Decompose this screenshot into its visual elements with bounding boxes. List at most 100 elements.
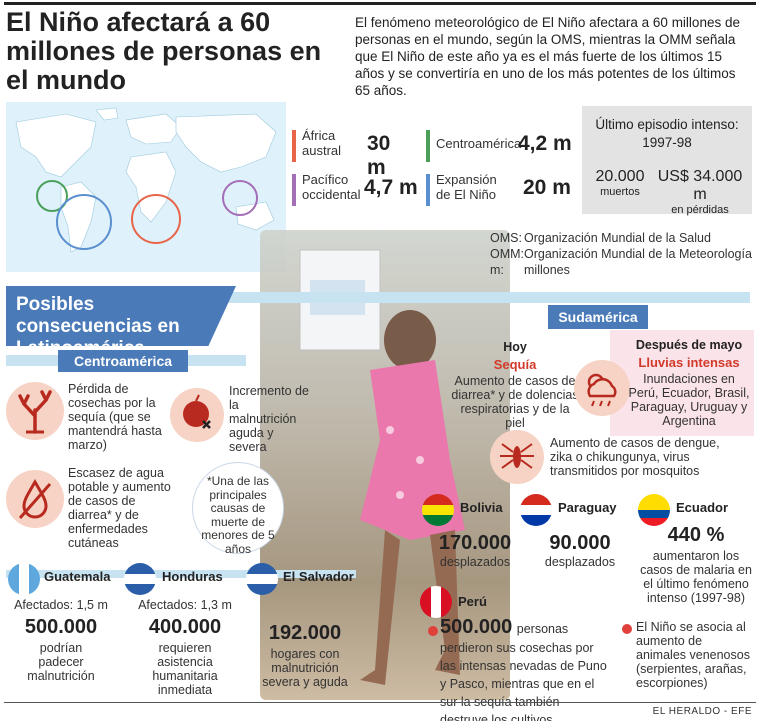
region-value: 20 m xyxy=(523,176,571,199)
malnutrition-apple-icon xyxy=(170,388,224,442)
sa-after-may-label: Después de mayo xyxy=(635,338,743,352)
last-episode-heading: Último episodio intenso: 1997-98 xyxy=(595,117,739,150)
country-name-ecuador: Ecuador xyxy=(676,500,729,515)
region-label: África austral xyxy=(302,128,342,158)
country-name-guatemala: Guatemala xyxy=(44,569,111,584)
region-stat-africa: África austral 30 m xyxy=(292,128,412,179)
ca-item-malnutrition: Incremento de la malnutrición aguda y se… xyxy=(229,384,309,454)
country-value: 500.000 xyxy=(24,616,98,638)
region-label: Centroamérica xyxy=(436,136,522,151)
country-stat-peru: 500.000 personas perdieron sus cosechas … xyxy=(440,616,610,721)
centroamerica-header: Centroamérica xyxy=(58,350,188,372)
region-label: Pacífico occidental xyxy=(302,172,361,202)
country-value: 192.000 xyxy=(268,622,342,644)
country-stat-bolivia: 170.000 desplazados xyxy=(430,532,520,569)
losses-value: US$ 34.000 m xyxy=(657,168,743,203)
country-desc: aumentaron los casos de malaria en el úl… xyxy=(640,549,752,605)
definition-abbr: OMS: xyxy=(490,231,522,245)
country-value: 90.000 xyxy=(549,532,611,554)
animals-bullet xyxy=(622,624,632,634)
bottom-rule xyxy=(4,702,756,703)
region-color-bar xyxy=(426,174,430,206)
country-desc: personas perdieron sus cosechas por las … xyxy=(440,622,607,721)
page-title: El Niño afectará a 60 millones de person… xyxy=(6,7,322,95)
mosquito-icon xyxy=(490,430,544,484)
country-desc: desplazados xyxy=(544,555,616,569)
section-band xyxy=(6,292,750,303)
ca-country-band xyxy=(6,570,356,578)
country-desc: desplazados xyxy=(439,555,511,569)
animals-note: El Niño se asocia al aumento de animales… xyxy=(636,620,750,690)
deaths-label: muertos xyxy=(600,186,640,198)
region-color-bar xyxy=(426,130,430,162)
region-circle-pacifico xyxy=(222,180,258,216)
top-rule xyxy=(4,2,756,5)
rain-cloud-icon xyxy=(574,360,630,416)
photo-girl-carrying-bucket xyxy=(260,230,510,700)
no-water-drop-icon xyxy=(6,470,64,528)
section-title: Posibles consecuencias en Latinoamérica xyxy=(6,286,236,346)
intro-text: El fenómeno meteorológico de El Niño afe… xyxy=(355,15,740,98)
guatemala-flag-icon xyxy=(8,563,40,595)
country-desc: podrían padecer malnutrición xyxy=(27,641,95,683)
country-value: 170.000 xyxy=(438,532,512,554)
country-name-paraguay: Paraguay xyxy=(558,500,617,515)
definition-row: m: millones xyxy=(490,262,752,278)
sa-after-may-title: Lluvias intensas xyxy=(638,355,740,370)
definition-abbr: OMM: xyxy=(490,247,525,261)
peru-flag-icon xyxy=(420,586,452,618)
country-value: 440 % xyxy=(667,524,725,546)
sa-today-block: Hoy Sequía Aumento de casos de diarrea* … xyxy=(450,340,580,430)
country-stat-honduras: Afectados: 1,3 m 400.000 requieren asist… xyxy=(120,598,250,697)
sa-today-title: Sequía xyxy=(493,357,537,372)
drought-tree-icon xyxy=(6,382,64,440)
ca-item-water: Escasez de agua potable y aumento de cas… xyxy=(68,466,171,550)
honduras-flag-icon xyxy=(124,563,156,595)
sa-dengue-text: Aumento de casos de dengue, zika o chiku… xyxy=(550,436,720,478)
sa-today-label: Hoy xyxy=(503,340,527,354)
country-desc: requieren asistencia humanitaria inmedia… xyxy=(152,641,218,697)
region-color-bar xyxy=(292,174,296,206)
sa-today-text: Aumento de casos de diarrea* y de dolenc… xyxy=(451,374,579,430)
abbreviations: OMS: Organización Mundial de la Salud OMM… xyxy=(490,230,752,278)
bolivia-flag-icon xyxy=(422,494,454,526)
region-label: Expansión de El Niño xyxy=(436,172,497,202)
ecuador-flag-icon xyxy=(638,494,670,526)
country-desc: hogares con malnutrición severa y aguda xyxy=(262,647,348,689)
definition-row: OMM: Organización Mundial de la Meteorolo… xyxy=(490,246,752,262)
losses-stat: US$ 34.000 m en pérdidas xyxy=(650,168,750,216)
region-stat-centroamerica: Centroamérica 4,2 m xyxy=(426,128,576,162)
country-name-el-salvador: El Salvador xyxy=(283,569,354,584)
peru-bullet xyxy=(428,626,438,636)
region-stat-pacifico: Pacífico occidental 4,7 m xyxy=(292,172,422,206)
country-name-bolivia: Bolivia xyxy=(460,500,503,515)
ca-item-crops: Pérdida de cosechas por la sequía (que s… xyxy=(68,382,162,452)
affected-label: Afectados: 1,5 m xyxy=(14,598,108,612)
sudamerica-header: Sudamérica xyxy=(548,305,648,329)
sa-after-may-box xyxy=(610,330,754,436)
country-name-peru: Perú xyxy=(458,594,487,609)
country-stat-guatemala: Afectados: 1,5 m 500.000 podrían padecer… xyxy=(6,598,116,683)
sa-after-may-block: Después de mayo Lluvias intensas Inundac… xyxy=(628,338,750,428)
deaths-value: 20.000 xyxy=(595,168,645,185)
paraguay-flag-icon xyxy=(520,494,552,526)
region-value: 4,7 m xyxy=(364,176,418,199)
definition-text: millones xyxy=(524,263,570,277)
losses-label: en pérdidas xyxy=(671,204,729,216)
country-stat-el-salvador: 192.000 hogares con malnutrición severa … xyxy=(260,622,350,689)
region-value: 30 m xyxy=(367,132,391,179)
el-salvador-flag-icon xyxy=(246,563,278,595)
deaths-stat: 20.000 muertos xyxy=(590,168,650,198)
region-value: 4,2 m xyxy=(518,132,572,155)
definition-row: OMS: Organización Mundial de la Salud xyxy=(490,230,752,246)
region-stat-expansion: Expansión de El Niño 20 m xyxy=(426,172,576,206)
credit: EL HERALDO - EFE xyxy=(652,706,752,717)
world-map xyxy=(6,102,286,272)
sa-after-may-text: Inundaciones en Perú, Ecuador, Brasil, P… xyxy=(628,372,750,428)
country-value: 400.000 xyxy=(148,616,222,638)
region-circle-centroamerica xyxy=(36,180,68,212)
country-name-honduras: Honduras xyxy=(162,569,223,584)
definition-text: Organización Mundial de la Meteorología xyxy=(524,247,752,261)
region-circle-expansion xyxy=(56,194,112,250)
world-map-graphic xyxy=(15,107,277,253)
